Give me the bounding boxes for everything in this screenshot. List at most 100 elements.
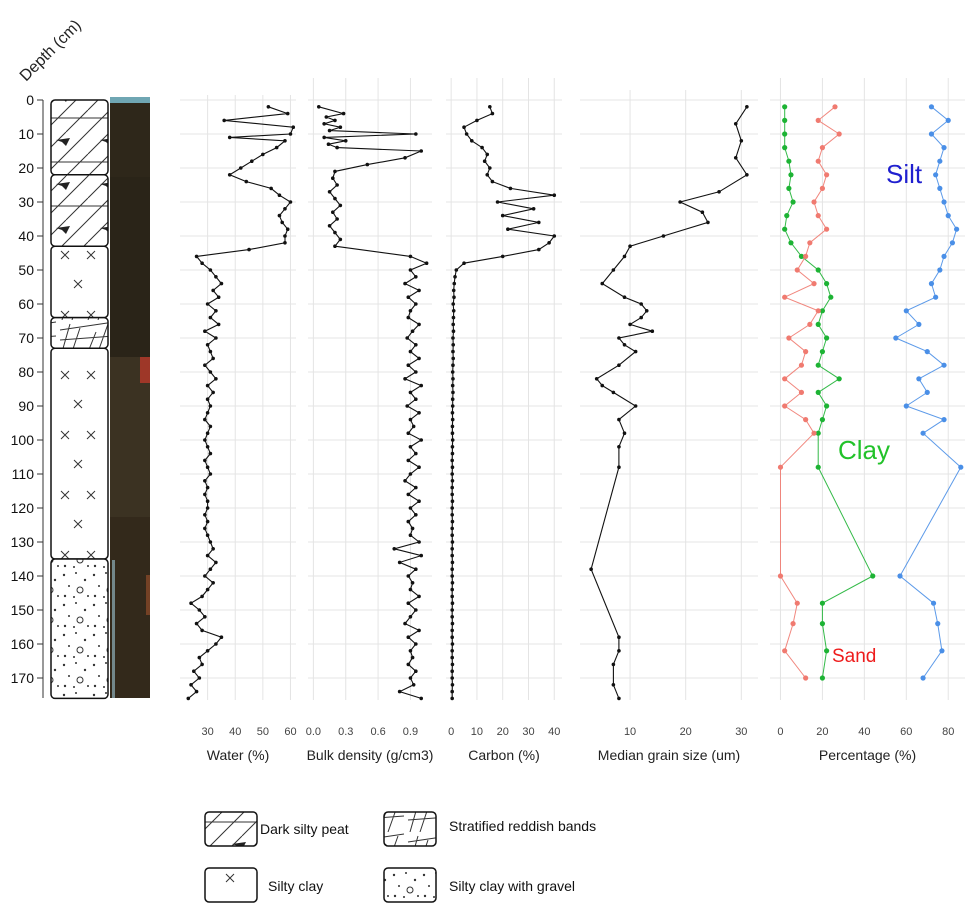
- series-line-sand: [780, 106, 841, 679]
- depth-tick-label: 170: [11, 670, 35, 686]
- data-point-silt: [928, 281, 935, 287]
- data-point-median_grain: [594, 377, 599, 381]
- data-point-water: [211, 390, 215, 395]
- lithology-unit: [50, 316, 109, 349]
- data-point-carbon: [450, 696, 454, 701]
- data-point-clay: [782, 117, 788, 123]
- data-point-median_grain: [622, 343, 627, 347]
- data-point-water: [205, 411, 210, 415]
- data-point-sand: [811, 199, 817, 205]
- data-point-carbon: [451, 315, 456, 320]
- data-point-clay: [824, 335, 830, 341]
- data-point-median_grain: [650, 329, 655, 334]
- data-point-carbon: [451, 363, 455, 368]
- data-point-bulk_density: [403, 156, 407, 160]
- data-point-sand: [777, 573, 784, 579]
- data-point-sand: [832, 104, 838, 110]
- data-point-water: [203, 363, 207, 368]
- data-point-water: [189, 683, 193, 687]
- data-point-carbon: [450, 492, 454, 497]
- data-point-silt: [916, 321, 922, 327]
- data-point-median_grain: [617, 363, 621, 368]
- x-axis-label: Water (%): [207, 747, 269, 763]
- data-point-bulk_density: [403, 281, 407, 286]
- data-point-median_grain: [622, 295, 627, 300]
- depth-tick-label: 80: [18, 364, 34, 380]
- core-photo: [110, 97, 150, 698]
- data-point-bulk_density: [322, 135, 326, 140]
- data-point-clay: [819, 600, 826, 606]
- x-tick-label: 0.9: [403, 726, 418, 738]
- data-point-carbon: [450, 587, 454, 592]
- data-point-bulk_density: [414, 669, 418, 673]
- data-point-bulk_density: [322, 122, 326, 126]
- data-point-silt: [935, 621, 941, 627]
- data-point-clay: [819, 675, 826, 681]
- data-point-bulk_density: [327, 224, 332, 228]
- data-point-bulk_density: [414, 608, 418, 612]
- data-point-bulk_density: [411, 683, 416, 687]
- data-point-water: [200, 261, 204, 266]
- data-point-sand: [794, 600, 800, 606]
- data-point-silt: [920, 430, 926, 436]
- data-point-water: [214, 336, 218, 340]
- data-point-sand: [803, 675, 809, 681]
- data-point-median_grain: [639, 315, 643, 320]
- x-tick-label: 30: [735, 726, 747, 738]
- x-tick-label: 60: [900, 726, 912, 738]
- data-point-carbon: [490, 111, 495, 116]
- data-point-carbon: [450, 567, 454, 571]
- data-point-carbon: [450, 479, 455, 483]
- data-point-clay: [815, 362, 821, 368]
- data-point-water: [208, 349, 213, 354]
- data-point-carbon: [450, 431, 455, 436]
- data-point-carbon: [475, 118, 479, 123]
- data-point-carbon: [450, 608, 454, 612]
- data-point-sand: [790, 621, 796, 627]
- data-point-water: [238, 166, 243, 170]
- data-point-carbon: [450, 628, 454, 633]
- data-point-water: [203, 615, 207, 619]
- data-point-median_grain: [739, 139, 744, 143]
- data-point-bulk_density: [316, 105, 321, 109]
- lithology-unit: [50, 558, 109, 700]
- data-point-clay: [786, 158, 792, 164]
- data-point-silt: [939, 648, 945, 654]
- data-point-bulk_density: [341, 111, 346, 116]
- data-point-water: [208, 540, 213, 544]
- data-point-median_grain: [600, 383, 605, 388]
- data-point-sand: [786, 335, 792, 341]
- data-point-water: [205, 485, 210, 490]
- data-point-median_grain: [733, 156, 738, 160]
- data-point-median_grain: [661, 234, 666, 238]
- data-point-median_grain: [622, 254, 627, 259]
- data-point-clay: [815, 430, 821, 436]
- data-point-bulk_density: [406, 363, 411, 368]
- data-point-silt: [945, 117, 951, 123]
- data-point-water: [269, 186, 273, 191]
- data-point-carbon: [451, 356, 456, 361]
- data-point-water: [205, 506, 210, 510]
- data-point-water: [205, 343, 210, 347]
- depth-tick-label: 100: [11, 432, 35, 448]
- data-point-sand: [782, 403, 788, 409]
- data-point-water: [203, 492, 207, 497]
- data-point-carbon: [500, 213, 505, 218]
- data-point-silt: [928, 131, 935, 137]
- data-point-carbon: [552, 234, 557, 238]
- data-point-carbon: [452, 281, 457, 286]
- data-point-carbon: [462, 261, 466, 266]
- data-point-water: [205, 519, 210, 524]
- data-point-sand: [824, 226, 830, 232]
- data-point-median_grain: [633, 404, 638, 408]
- data-point-clay: [870, 573, 876, 579]
- data-point-sand: [803, 349, 809, 355]
- legend-label-strat: Stratified reddish bands: [449, 818, 596, 834]
- data-point-carbon: [450, 411, 455, 415]
- data-point-water: [291, 125, 296, 129]
- data-point-carbon: [451, 377, 455, 381]
- data-point-water: [203, 526, 207, 531]
- data-point-water: [211, 581, 215, 585]
- data-point-carbon: [450, 506, 454, 510]
